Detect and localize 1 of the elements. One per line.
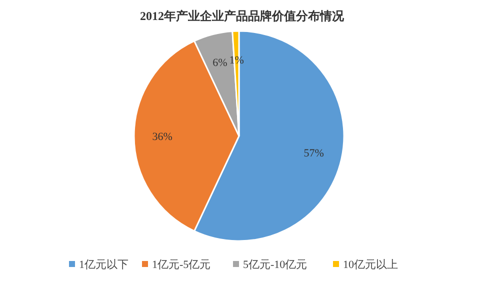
title: 2012年产业企业产品品牌价值分布情况 [140, 9, 344, 23]
